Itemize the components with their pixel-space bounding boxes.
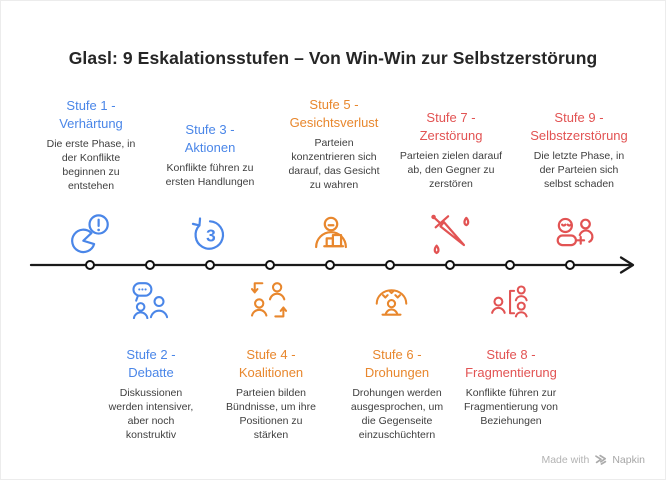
timeline-dot-7 xyxy=(445,260,455,270)
stage-1-description: Die erste Phase, in der Konflikte beginn… xyxy=(46,138,136,192)
stage-2-title: Stufe 2 - Debatte xyxy=(126,347,176,380)
stage-9-title: Stufe 9 - Selbstzerstörung xyxy=(530,110,628,143)
stage-9: Stufe 9 - Selbstzerstörung Die letzte Ph… xyxy=(514,109,644,192)
page-title: Glasl: 9 Eskalationsstufen – Von Win-Win… xyxy=(68,48,598,68)
timeline-arrow xyxy=(29,256,635,274)
debate-bubble-icon xyxy=(129,276,172,319)
stage-7-title: Stufe 7 - Zerstörung xyxy=(419,110,483,143)
timeline-dot-4 xyxy=(265,260,275,270)
stage-7: Stufe 7 - Zerstörung Parteien zielen dar… xyxy=(386,109,516,192)
stage-2: Stufe 2 - Debatte Diskussionen werden in… xyxy=(86,346,216,443)
stage-1: Stufe 1 - Verhärtung Die erste Phase, in… xyxy=(26,97,156,194)
stage-7-description: Parteien zielen darauf ab, den Gegner zu… xyxy=(399,150,503,191)
stage-6-title: Stufe 6 - Drohungen xyxy=(364,347,430,380)
brand-label: Napkin xyxy=(612,453,645,466)
stage-5: Stufe 5 - Gesichtsverlust Parteien konze… xyxy=(269,96,399,193)
stage-6-description: Drohungen werden ausgesprochen, um die G… xyxy=(350,387,444,441)
stage-4: Stufe 4 - Koalitionen Parteien bilden Bü… xyxy=(206,346,336,443)
stage-4-description: Parteien bilden Bündnisse, um ihre Posit… xyxy=(226,387,316,441)
rotate-3-icon: 3 xyxy=(187,212,233,258)
dagger-icon xyxy=(428,211,474,257)
stage-2-description: Diskussionen werden intensiver, aber noc… xyxy=(108,387,194,441)
timeline-dot-9 xyxy=(565,260,575,270)
stage-5-title: Stufe 5 - Gesichtsverlust xyxy=(289,97,379,130)
split-people-icon xyxy=(489,277,532,320)
timeline-dot-8 xyxy=(505,260,515,270)
swap-people-icon xyxy=(248,277,291,320)
stage-8-description: Konflikte führen zur Fragmentierung von … xyxy=(464,387,558,428)
stage-8: Stufe 8 - Fragmentierung Konflikte führe… xyxy=(446,346,576,429)
timeline-dot-6 xyxy=(385,260,395,270)
stage-8-title: Stufe 8 - Fragmentierung xyxy=(465,347,557,380)
timeline-dot-5 xyxy=(325,260,335,270)
stage-9-description: Die letzte Phase, in der Parteien sich s… xyxy=(533,150,625,191)
stage-3-description: Konflikte führen zu ersten Handlungen xyxy=(165,162,255,189)
napkin-logo-icon xyxy=(595,454,607,465)
stage-4-title: Stufe 4 - Koalitionen xyxy=(238,347,304,380)
skull-person-icon xyxy=(551,213,597,259)
masked-person-icon xyxy=(308,213,354,259)
timeline-dot-2 xyxy=(145,260,155,270)
stage-5-description: Parteien konzentrieren sich darauf, das … xyxy=(288,137,380,191)
pie-alert-icon xyxy=(67,212,113,258)
stage-3-title: Stufe 3 - Aktionen xyxy=(184,122,236,155)
stage-1-title: Stufe 1 - Verhärtung xyxy=(59,98,123,131)
footer-credit: Made with Napkin xyxy=(541,453,645,466)
timeline-dot-3 xyxy=(205,260,215,270)
stage-3: Stufe 3 - Aktionen Konflikte führen zu e… xyxy=(145,121,275,190)
threatened-person-icon xyxy=(370,275,413,318)
timeline-dot-1 xyxy=(85,260,95,270)
stage-6: Stufe 6 - Drohungen Drohungen werden aus… xyxy=(332,346,462,443)
made-with-label: Made with xyxy=(541,453,590,466)
svg-text:3: 3 xyxy=(206,226,216,246)
